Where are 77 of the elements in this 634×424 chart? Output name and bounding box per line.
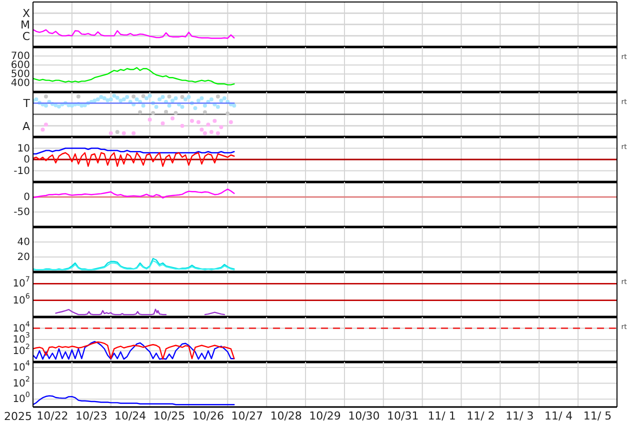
point [115, 130, 120, 134]
x-tick-label: 10/24 [114, 410, 146, 422]
x-tick-label: 11/ 5 [583, 410, 612, 422]
point [108, 131, 113, 136]
point [122, 131, 126, 136]
point [174, 111, 178, 116]
y-tick-label: -50 [14, 206, 30, 218]
point [160, 121, 165, 126]
point [212, 118, 217, 123]
y-tick-label: 400 [10, 78, 30, 88]
y-tick-label: 10$^{4}$ [12, 358, 30, 374]
point [226, 111, 230, 116]
point [40, 128, 45, 132]
point [164, 110, 168, 114]
y-tick-label: 10$^{6}$ [12, 291, 30, 306]
y-tick-label: -10 [14, 165, 30, 176]
point [209, 130, 214, 134]
y-tick-label: 10$^{2}$ [12, 374, 30, 389]
line-series [33, 395, 235, 406]
point [190, 118, 194, 123]
y-tick-label: 10$^{7}$ [12, 274, 30, 290]
ref-line-label: X [22, 6, 30, 20]
ref-line-label: T [22, 96, 30, 110]
point [202, 110, 207, 114]
point [228, 120, 233, 124]
y-tick-label: 40 [17, 236, 30, 248]
x-tick-label: 11/ 4 [544, 410, 573, 422]
point [170, 116, 175, 120]
line-series [33, 258, 235, 270]
x-tick-label: 10/30 [348, 410, 380, 422]
y-tick-label: 10 [17, 142, 30, 154]
x-tick-label: 10/25 [153, 410, 186, 422]
ref-line-label: A [22, 119, 30, 132]
y-tick-label: 600 [10, 60, 30, 70]
y-tick-label: 0 [24, 192, 30, 202]
y-tick-label: 10$^{0}$ [12, 390, 30, 405]
x-tick-label: 10/23 [76, 410, 108, 422]
point [219, 125, 224, 130]
x-tick-label: 10/22 [36, 410, 68, 422]
x-tick-label: 11/ 3 [506, 410, 534, 422]
ref-line-label: M [20, 18, 30, 31]
point [141, 94, 146, 98]
point [44, 94, 48, 99]
point [180, 94, 184, 99]
ref-line-label: C [22, 29, 30, 42]
point [44, 122, 48, 127]
point [206, 122, 210, 127]
y-tick-label: 700 [10, 50, 30, 62]
point [202, 131, 207, 136]
line-series [33, 188, 235, 198]
y-tick-label: 0 [24, 154, 30, 165]
x-tick-label: 10/28 [270, 410, 302, 422]
line-series [33, 260, 235, 270]
y-tick-label: 500 [10, 68, 30, 80]
point [216, 94, 220, 99]
point [132, 131, 136, 136]
point [148, 118, 152, 122]
point [132, 94, 136, 99]
line-series [33, 152, 235, 167]
point [138, 110, 142, 114]
line-series [33, 341, 235, 360]
point [180, 124, 184, 128]
point [151, 111, 156, 116]
x-tick-label: 10/31 [387, 410, 419, 422]
point [196, 120, 200, 124]
x-tick-label: 11/ 2 [466, 410, 495, 422]
x-tick-label: 10/26 [192, 410, 224, 422]
y-tick-label: 20 [17, 252, 30, 262]
line-series [33, 67, 235, 86]
x-axis-title: 2025 [4, 410, 32, 422]
x-tick-label: 10/29 [309, 410, 341, 422]
x-tick-label: 10/27 [231, 410, 263, 422]
x-tick-label: 11/ 1 [428, 410, 456, 422]
point [200, 128, 204, 132]
point [76, 94, 80, 99]
point [216, 131, 220, 136]
point [167, 94, 172, 99]
